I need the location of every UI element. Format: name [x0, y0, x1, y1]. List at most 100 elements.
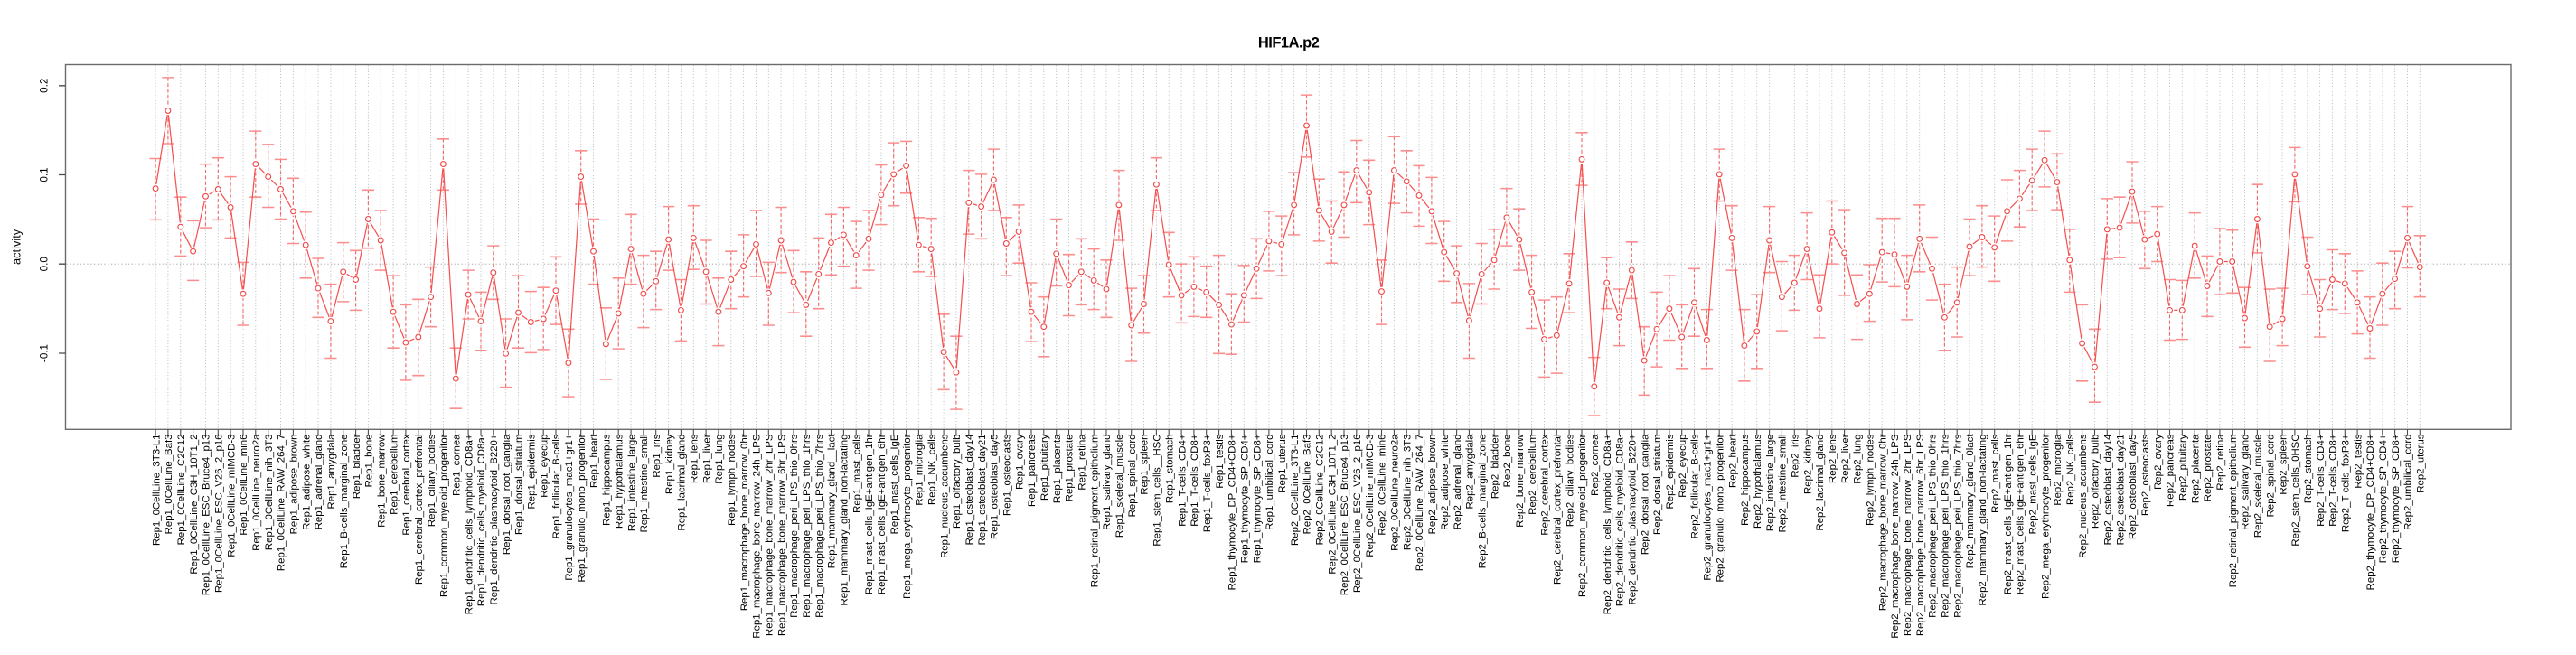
svg-text:Rep1_mammary_gland__lact: Rep1_mammary_gland__lact [827, 434, 838, 569]
svg-text:Rep1_granulo_mono_progenitor: Rep1_granulo_mono_progenitor [577, 434, 588, 582]
svg-text:Rep1_prostate: Rep1_prostate [1065, 435, 1076, 502]
svg-text:Rep2_cerebral_cortex: Rep2_cerebral_cortex [1540, 434, 1551, 535]
svg-text:Rep1_epidermis: Rep1_epidermis [527, 434, 538, 509]
svg-text:Rep1_placenta: Rep1_placenta [1052, 434, 1063, 503]
svg-text:Rep2_granulo_mono_progenitor: Rep2_granulo_mono_progenitor [1715, 434, 1725, 582]
svg-text:Rep1_testis: Rep1_testis [1215, 434, 1226, 488]
svg-text:Rep1_T-cells_foxP3+: Rep1_T-cells_foxP3+ [1202, 434, 1213, 532]
svg-text:Rep1_pancreas: Rep1_pancreas [1027, 434, 1038, 507]
svg-text:Rep1_lymph_nodes: Rep1_lymph_nodes [727, 434, 738, 526]
svg-text:Rep2_spleen: Rep2_spleen [2278, 435, 2289, 495]
svg-text:Rep2_heart: Rep2_heart [1727, 434, 1738, 488]
svg-text:Rep1_bone_marrow: Rep1_bone_marrow [376, 434, 387, 528]
svg-text:Rep1_thymocyte_SP_CD4+: Rep1_thymocyte_SP_CD4+ [1240, 434, 1251, 563]
svg-text:Rep1_0CellLine_C3H_10T1_2: Rep1_0CellLine_C3H_10T1_2 [189, 435, 200, 575]
svg-text:Rep2_0CellLine_3T3-L1: Rep2_0CellLine_3T3-L1 [1290, 435, 1301, 546]
svg-text:Rep2_retinal_pigment_epitheliu: Rep2_retinal_pigment_epithelium [2228, 435, 2239, 588]
svg-text:Rep2_liver: Rep2_liver [1840, 434, 1851, 483]
svg-text:Rep2_lung: Rep2_lung [1853, 435, 1864, 484]
svg-text:Rep1_iris: Rep1_iris [652, 434, 663, 477]
svg-text:Rep1_macrophage_bone_marrow_24: Rep1_macrophage_bone_marrow_24h_LPS [752, 434, 763, 638]
svg-text:Rep1_dendritic_plasmacytoid_B2: Rep1_dendritic_plasmacytoid_B220+ [489, 434, 500, 604]
svg-text:Rep2_osteoclasts: Rep2_osteoclasts [2140, 434, 2151, 516]
svg-text:Rep2_0CellLine_ESC_Bruce4_p13: Rep2_0CellLine_ESC_Bruce4_p13 [1340, 435, 1350, 596]
svg-text:Rep1_macrophage_peri_LPS_thio_: Rep1_macrophage_peri_LPS_thio_1hrs [802, 434, 813, 618]
svg-text:Rep1_kidney: Rep1_kidney [664, 434, 675, 494]
svg-text:Rep1_cerebral_cortex_prefronta: Rep1_cerebral_cortex_prefrontal [414, 435, 425, 585]
svg-text:Rep1_0CellLine_C2C12: Rep1_0CellLine_C2C12 [176, 435, 187, 546]
svg-text:Rep2_thymocyte_SP_CD4+: Rep2_thymocyte_SP_CD4+ [2378, 434, 2389, 563]
svg-text:Rep1_intestine_large: Rep1_intestine_large [626, 435, 637, 532]
svg-text:Rep2_B-cells_marginal_zone: Rep2_B-cells_marginal_zone [1477, 435, 1488, 569]
svg-text:Rep2_dendritic_cells_lymphoid_: Rep2_dendritic_cells_lymphoid_CD8a+ [1603, 434, 1613, 614]
svg-text:Rep1_macrophage_bone_marrow_6h: Rep1_macrophage_bone_marrow_6hr_LPS [776, 434, 787, 636]
svg-text:Rep1_T-cells_CD8+: Rep1_T-cells_CD8+ [1189, 434, 1200, 527]
svg-text:Rep1_0CellLine_ESC_Bruce4_p13: Rep1_0CellLine_ESC_Bruce4_p13 [202, 435, 212, 596]
svg-text:Rep2_mast_cells: Rep2_mast_cells [1990, 434, 2001, 513]
svg-text:Rep2_macrophage_peri_LPS_thio_: Rep2_macrophage_peri_LPS_thio_1hrs [1941, 434, 1951, 618]
svg-text:Rep2_bone_marrow: Rep2_bone_marrow [1515, 434, 1526, 528]
svg-text:Rep1_0CellLine_3T3-L1: Rep1_0CellLine_3T3-L1 [151, 435, 162, 546]
svg-text:Rep1_macrophage_peri_LPS_thio_: Rep1_macrophage_peri_LPS_thio_7hrs [814, 434, 825, 618]
svg-text:Rep1_stomach: Rep1_stomach [1164, 435, 1175, 504]
svg-text:Rep1_adrenal_gland: Rep1_adrenal_gland [314, 435, 324, 530]
svg-text:Rep1_bladder: Rep1_bladder [352, 434, 362, 499]
svg-text:Rep2_macrophage_peri_LPS_thio_: Rep2_macrophage_peri_LPS_thio_0hrs [1928, 434, 1939, 618]
svg-text:Rep2_epidermis: Rep2_epidermis [1665, 434, 1676, 509]
svg-text:Rep1_thymocyte_DP_CD4+CD8+: Rep1_thymocyte_DP_CD4+CD8+ [1227, 434, 1238, 590]
svg-text:Rep2_olfactory_bulb: Rep2_olfactory_bulb [2091, 435, 2101, 529]
svg-text:Rep2_0CellLine_neuro2a: Rep2_0CellLine_neuro2a [1390, 434, 1401, 551]
svg-text:Rep1_pituitary: Rep1_pituitary [1039, 434, 1050, 501]
svg-text:Rep1_lacrimal_gland: Rep1_lacrimal_gland [677, 435, 688, 531]
svg-text:Rep1_lung: Rep1_lung [714, 435, 725, 484]
svg-text:Rep1_mast_cells_IgE+antigen_1h: Rep1_mast_cells_IgE+antigen_1hr [864, 434, 875, 594]
svg-text:Rep2_placenta: Rep2_placenta [2190, 434, 2201, 503]
svg-text:Rep2_amygdala: Rep2_amygdala [1465, 434, 1476, 510]
svg-text:HIF1A.p2: HIF1A.p2 [1258, 35, 1320, 51]
svg-text:Rep2_intestine_large: Rep2_intestine_large [1765, 435, 1776, 532]
svg-text:Rep1_nucleus_accumbens: Rep1_nucleus_accumbens [939, 434, 950, 558]
svg-text:Rep1_mast_cells_IgE: Rep1_mast_cells_IgE [889, 434, 900, 534]
svg-text:Rep2_dendritic_plasmacytoid_B2: Rep2_dendritic_plasmacytoid_B220+ [1628, 434, 1639, 604]
svg-text:Rep2_T-cells_CD4+: Rep2_T-cells_CD4+ [2316, 434, 2327, 527]
svg-text:Rep2_skeletal_muscle: Rep2_skeletal_muscle [2253, 435, 2264, 538]
svg-text:Rep2_macrophage_bone_marrow_24: Rep2_macrophage_bone_marrow_24h_LPS [1890, 434, 1901, 638]
svg-text:-0.1: -0.1 [39, 344, 51, 362]
svg-text:Rep1_stem_cells__HSC: Rep1_stem_cells__HSC [1152, 435, 1163, 547]
svg-text:Rep1_thymocyte_SP_CD8+: Rep1_thymocyte_SP_CD8+ [1252, 434, 1263, 563]
svg-text:Rep1_osteoblast_day14: Rep1_osteoblast_day14 [964, 435, 975, 546]
svg-text:Rep1_skeletal_muscle: Rep1_skeletal_muscle [1114, 435, 1125, 538]
svg-text:Rep1_spinal_cord: Rep1_spinal_cord [1127, 435, 1138, 518]
svg-text:Rep1_granulocytes_mac1+gr1+: Rep1_granulocytes_mac1+gr1+ [564, 434, 575, 580]
svg-text:Rep2_0CellLine_mIMCD-3: Rep2_0CellLine_mIMCD-3 [1365, 435, 1376, 557]
svg-text:Rep1_dendritic_cells_lymphoid_: Rep1_dendritic_cells_lymphoid_CD8a+ [464, 434, 475, 614]
svg-text:Rep1_hippocampus: Rep1_hippocampus [602, 434, 613, 526]
svg-text:Rep1_macrophage_bone_marrow_2h: Rep1_macrophage_bone_marrow_2hr_LPS [765, 434, 776, 636]
svg-text:Rep1_dorsal_striatum: Rep1_dorsal_striatum [514, 435, 525, 535]
svg-text:Rep2_T-cells_CD8+: Rep2_T-cells_CD8+ [2328, 434, 2339, 527]
svg-text:Rep2_cerebral_cortex_prefronta: Rep2_cerebral_cortex_prefrontal [1553, 435, 1564, 585]
svg-text:Rep2_lens: Rep2_lens [1828, 434, 1838, 483]
svg-text:Rep2_adrenal_gland: Rep2_adrenal_gland [1453, 435, 1463, 530]
svg-text:Rep1_0CellLine_nih_3T3: Rep1_0CellLine_nih_3T3 [264, 435, 275, 551]
svg-text:Rep2_lymph_nodes: Rep2_lymph_nodes [1866, 434, 1876, 526]
svg-text:Rep2_iris: Rep2_iris [1791, 434, 1801, 477]
svg-text:Rep1_ovary: Rep1_ovary [1014, 434, 1025, 490]
svg-text:Rep2_mammary_gland_0lact: Rep2_mammary_gland_0lact [1965, 434, 1976, 569]
svg-text:Rep2_prostate: Rep2_prostate [2203, 435, 2214, 502]
svg-text:Rep1_olfactory_bulb: Rep1_olfactory_bulb [952, 435, 963, 529]
svg-text:Rep2_osteoblast_day14: Rep2_osteoblast_day14 [2103, 435, 2114, 546]
svg-text:Rep1_mast_cells: Rep1_mast_cells [851, 434, 862, 513]
svg-text:Rep2_ovary: Rep2_ovary [2153, 434, 2164, 490]
svg-text:Rep1_0CellLine_RAW_264_7: Rep1_0CellLine_RAW_264_7 [277, 435, 287, 572]
svg-text:Rep1_retina: Rep1_retina [1077, 434, 1088, 491]
svg-text:Rep2_pituitary: Rep2_pituitary [2178, 434, 2189, 501]
svg-text:Rep1_liver: Rep1_liver [701, 434, 712, 483]
svg-text:Rep2_testis: Rep2_testis [2353, 434, 2364, 488]
svg-text:Rep2_dorsal_striatum: Rep2_dorsal_striatum [1652, 435, 1663, 535]
svg-text:Rep2_lacrimal_gland: Rep2_lacrimal_gland [1815, 435, 1826, 531]
svg-text:Rep2_ciliary_bodies: Rep2_ciliary_bodies [1565, 434, 1575, 527]
svg-text:Rep2_cerebellum: Rep2_cerebellum [1528, 435, 1538, 515]
svg-text:Rep2_NK_cells: Rep2_NK_cells [2065, 434, 2076, 505]
svg-text:Rep2_0CellLine_RAW_264_7: Rep2_0CellLine_RAW_264_7 [1415, 435, 1425, 572]
